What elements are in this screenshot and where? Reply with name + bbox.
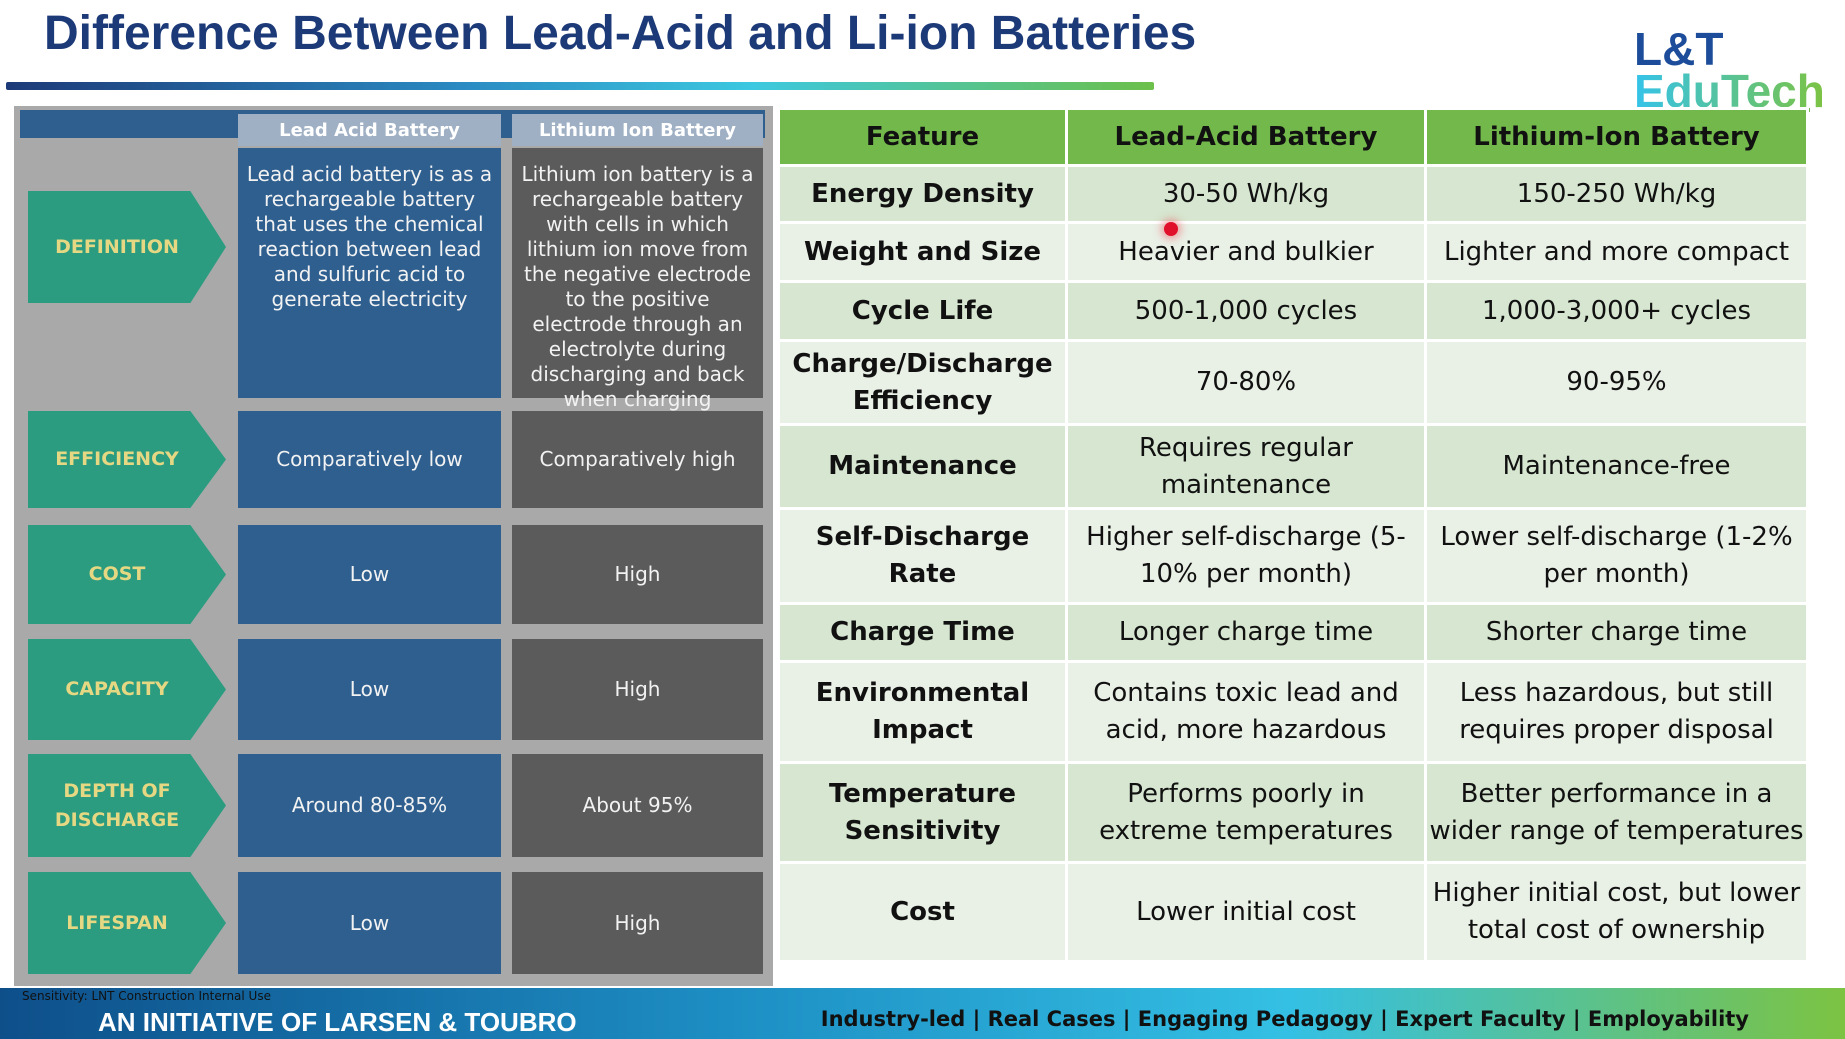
lead-acid-cell: 500-1,000 cycles [1065, 280, 1427, 342]
lithium-ion-cell: Better performance in a wider range of t… [1424, 761, 1809, 864]
lead-acid-cell: Contains toxic lead and acid, more hazar… [1065, 660, 1427, 764]
row-label-definition: DEFINITION [28, 191, 226, 303]
lithium-ion-cell: Maintenance-free [1424, 423, 1809, 510]
lithium-ion-cell: Less hazardous, but still requires prope… [1424, 660, 1809, 764]
logo-line1: L&T [1634, 23, 1724, 75]
lead-acid-cell: Around 80-85% [238, 754, 501, 857]
lead-acid-cell: 30-50 Wh/kg [1065, 164, 1427, 224]
lithium-ion-cell: High [512, 872, 763, 974]
lithium-ion-cell: 90-95% [1424, 339, 1809, 426]
lt-edutech-logo: L&T EduTech [1634, 23, 1825, 117]
lithium-ion-cell: Lower self-discharge (1-2% per month) [1424, 507, 1809, 605]
lead-acid-cell: Lower initial cost [1065, 861, 1427, 963]
header-lead-acid: Lead Acid Battery [238, 114, 501, 146]
feature-cell: Cost [777, 861, 1068, 963]
lithium-ion-cell: Comparatively high [512, 411, 763, 508]
comparison-table: Feature Lead-Acid Battery Lithium-Ion Ba… [777, 107, 1809, 963]
page-title: Difference Between Lead-Acid and Li-ion … [44, 7, 1197, 60]
lithium-ion-cell: Shorter charge time [1424, 602, 1809, 663]
lead-acid-cell: Performs poorly in extreme temperatures [1065, 761, 1427, 864]
feature-cell: Maintenance [777, 423, 1068, 510]
row-label-lifespan: LIFESPAN [28, 872, 226, 974]
lead-acid-cell: Low [238, 639, 501, 740]
row-label-efficiency: EFFICIENCY [28, 411, 226, 508]
row-label-cost: COST [28, 525, 226, 624]
table-row: Self-Discharge Rate Higher self-discharge… [777, 507, 1809, 605]
footer-initiative: AN INITIATIVE OF LARSEN & TOUBRO [98, 1007, 577, 1037]
table-row: Weight and Size Heavier and bulkier Lighte… [777, 221, 1809, 283]
title-underline [6, 82, 1154, 90]
table-row: Energy Density 30-50 Wh/kg 150-250 Wh/kg [777, 164, 1809, 224]
footer: Sensitivity: LNT Construction Internal U… [0, 988, 1845, 1039]
lithium-ion-cell: High [512, 639, 763, 740]
feature-cell: Self-Discharge Rate [777, 507, 1068, 605]
lead-acid-cell: Longer charge time [1065, 602, 1427, 663]
sensitivity-label: Sensitivity: LNT Construction Internal U… [22, 989, 271, 1003]
col-lead-acid: Lead-Acid Battery [1065, 107, 1427, 167]
feature-cell: Charge/Discharge Efficiency [777, 339, 1068, 426]
lithium-ion-cell: Lithium ion battery is a rechargeable ba… [512, 148, 763, 411]
col-feature: Feature [777, 107, 1068, 167]
feature-cell: Cycle Life [777, 280, 1068, 342]
footer-tagline: Industry-led | Real Cases | Engaging Ped… [820, 1007, 1749, 1031]
infographic-panel: Lead Acid Battery Lithium Ion Battery DE… [14, 106, 773, 986]
lead-acid-cell: Higher self-discharge (5-10% per month) [1065, 507, 1427, 605]
lead-acid-cell: Heavier and bulkier [1065, 221, 1427, 283]
feature-cell: Environmental Impact [777, 660, 1068, 764]
table-row: Environmental Impact Contains toxic lead … [777, 660, 1809, 764]
table-row: Charge/Discharge Efficiency 70-80% 90-95% [777, 339, 1809, 426]
lead-acid-cell: Low [238, 872, 501, 974]
lead-acid-cell: Low [238, 525, 501, 624]
table-row: Maintenance Requires regular maintenance M… [777, 423, 1809, 510]
header-lithium-ion: Lithium Ion Battery [512, 114, 763, 146]
lithium-ion-cell: Higher initial cost, but lower total cos… [1424, 861, 1809, 963]
row-label-capacity: CAPACITY [28, 639, 226, 740]
col-lithium-ion: Lithium-Ion Battery [1424, 107, 1809, 167]
table-row: Cycle Life 500-1,000 cycles 1,000-3,000+ c… [777, 280, 1809, 342]
feature-cell: Energy Density [777, 164, 1068, 224]
row-label-depth-of-discharge: DEPTH OF DISCHARGE [28, 754, 226, 857]
feature-cell: Weight and Size [777, 221, 1068, 283]
lead-acid-cell: Lead acid battery is as a rechargeable b… [238, 148, 501, 398]
table-row: Temperature Sensitivity Performs poorly i… [777, 761, 1809, 864]
lithium-ion-cell: 1,000-3,000+ cycles [1424, 280, 1809, 342]
cursor-pointer-icon [1164, 222, 1178, 236]
lithium-ion-cell: Lighter and more compact [1424, 221, 1809, 283]
lithium-ion-cell: 150-250 Wh/kg [1424, 164, 1809, 224]
table-row: Cost Lower initial cost Higher initial cos… [777, 861, 1809, 963]
lead-acid-cell: 70-80% [1065, 339, 1427, 426]
lithium-ion-cell: About 95% [512, 754, 763, 857]
table-row: Charge Time Longer charge time Shorter cha… [777, 602, 1809, 663]
lithium-ion-cell: High [512, 525, 763, 624]
feature-cell: Charge Time [777, 602, 1068, 663]
feature-cell: Temperature Sensitivity [777, 761, 1068, 864]
lead-acid-cell: Comparatively low [238, 411, 501, 508]
logo-line2: EduTech [1634, 65, 1825, 117]
lead-acid-cell: Requires regular maintenance [1065, 423, 1427, 510]
